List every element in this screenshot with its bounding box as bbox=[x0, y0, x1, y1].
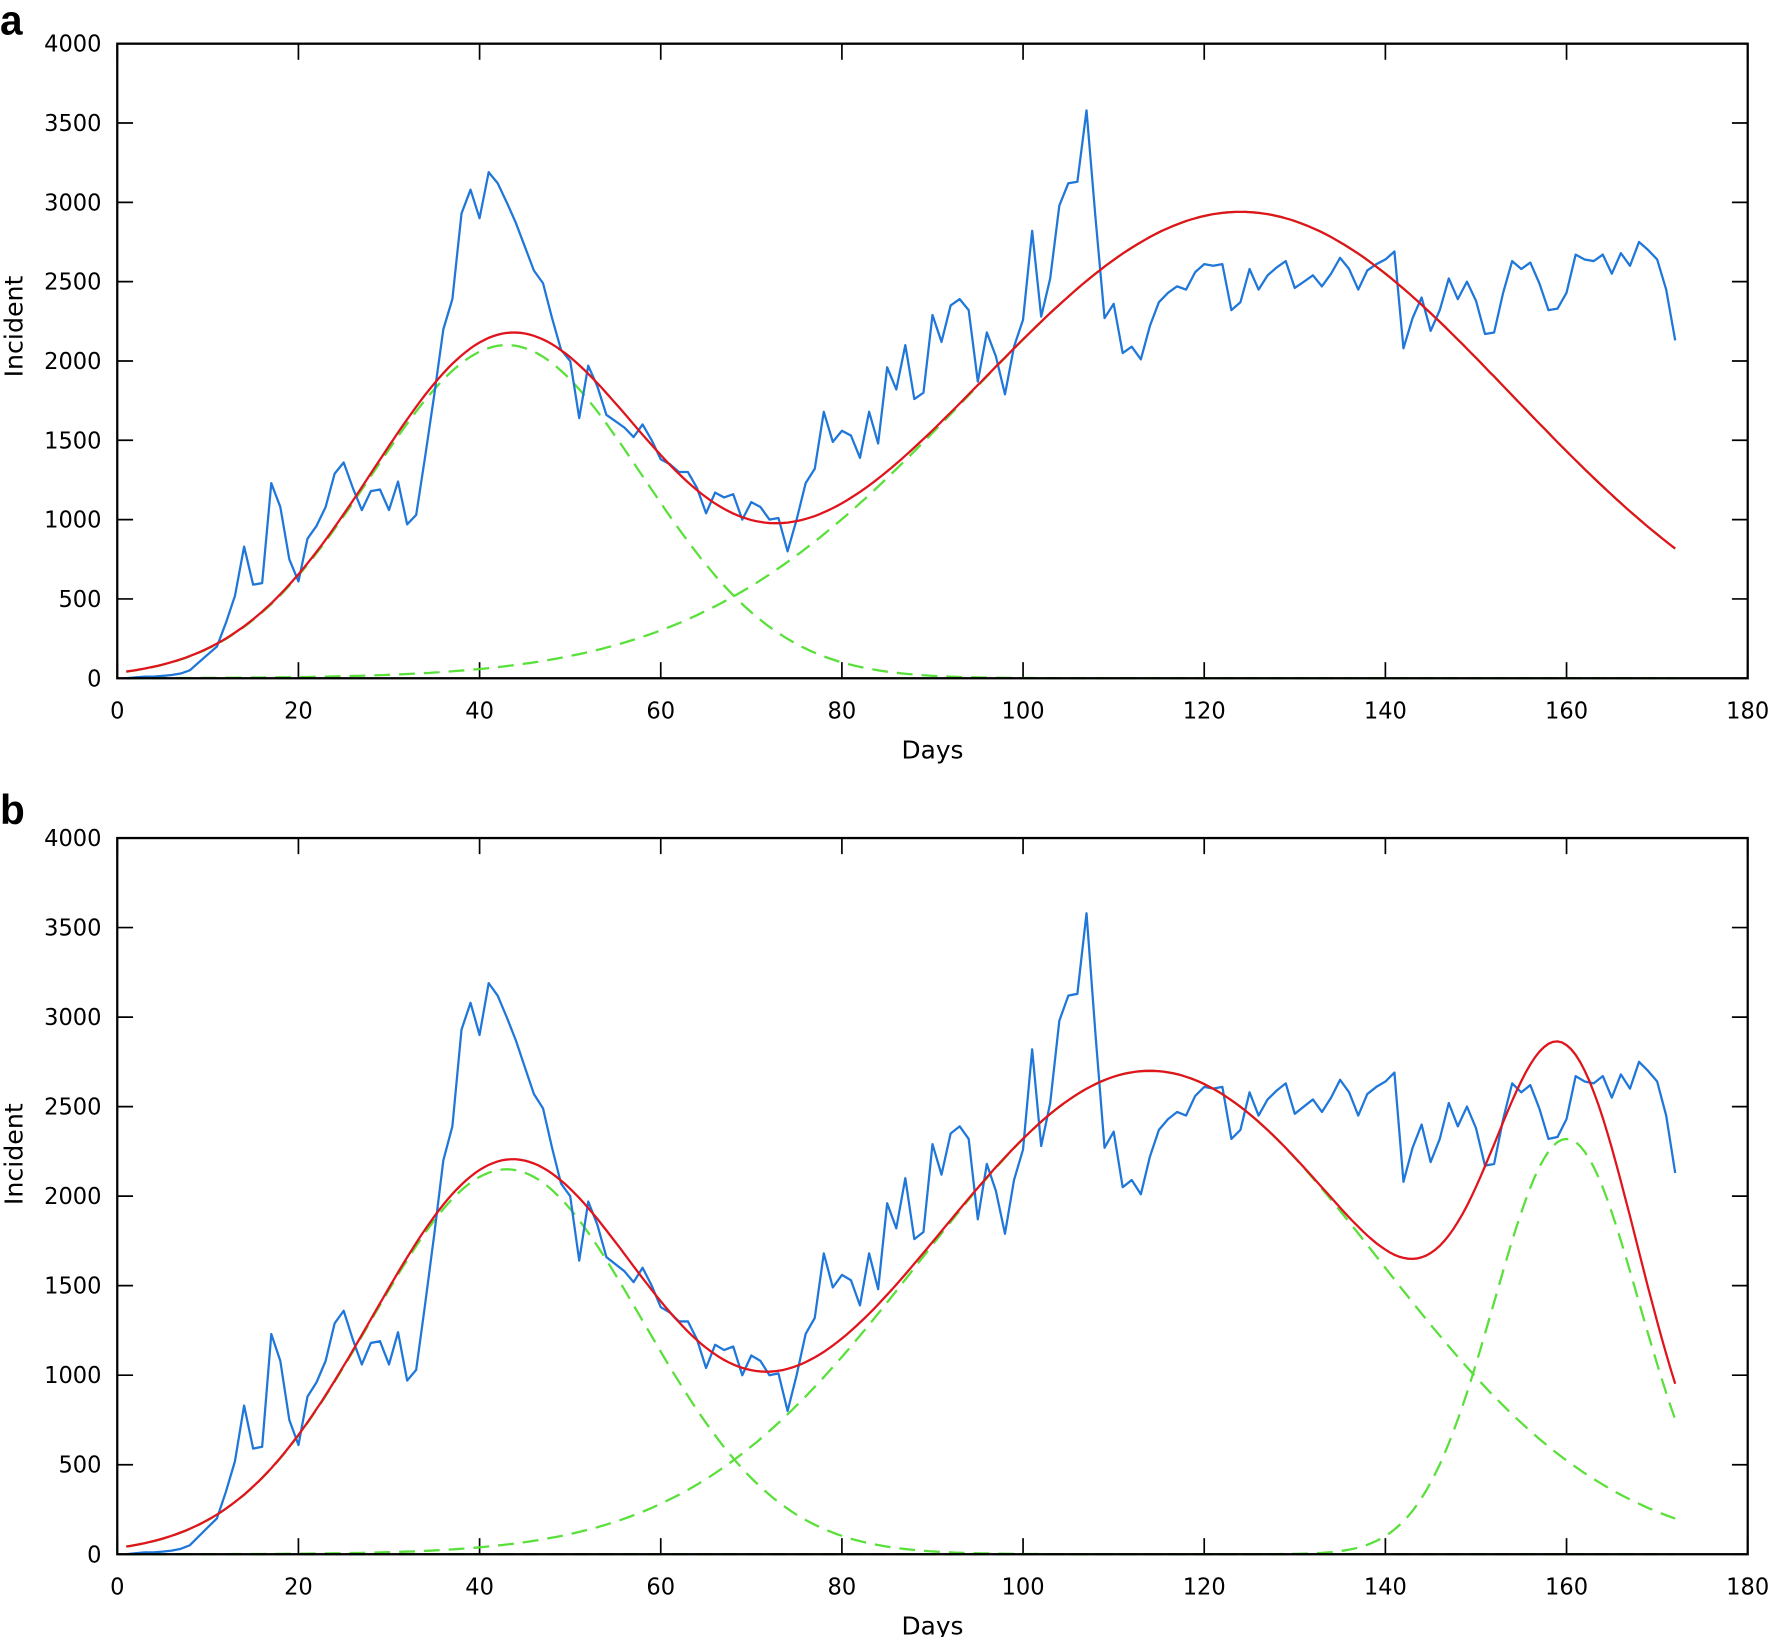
y-axis-title-b: Incident bbox=[0, 1103, 28, 1205]
y-tick-label: 2500 bbox=[44, 270, 101, 296]
y-tick-label: 3000 bbox=[44, 190, 101, 216]
x-axis-title-a: Days bbox=[902, 736, 964, 765]
x-tick-label: 160 bbox=[1545, 698, 1588, 724]
x-tick-label: 120 bbox=[1183, 698, 1226, 724]
x-tick-label: 100 bbox=[1002, 698, 1045, 724]
x-tick-label: 180 bbox=[1726, 1574, 1768, 1600]
chart-panel-a: Days Incident 0 20 40 60 80 100 120 140 160 180 0 5… bbox=[0, 32, 1768, 765]
x-tick-label: 100 bbox=[1002, 1574, 1045, 1600]
y-tick-label: 500 bbox=[58, 587, 101, 613]
x-tick-label: 140 bbox=[1364, 1574, 1407, 1600]
x-tick-label: 40 bbox=[465, 698, 494, 724]
observed-incident-line bbox=[126, 912, 1677, 1556]
panel-label-a: a bbox=[0, 0, 24, 44]
y-tick-label: 500 bbox=[58, 1453, 101, 1479]
x-tick-label: 120 bbox=[1183, 1574, 1226, 1600]
y-tick-label: 2500 bbox=[44, 1094, 101, 1120]
x-axis-title-b: Days bbox=[902, 1611, 964, 1637]
plot-frame bbox=[116, 42, 1749, 680]
y-tick-label: 1000 bbox=[44, 1363, 101, 1389]
y-tick-label: 0 bbox=[87, 1542, 101, 1568]
x-tick-label: 0 bbox=[110, 1574, 124, 1600]
x-tick-label: 40 bbox=[465, 1574, 494, 1600]
x-tick-label: 80 bbox=[828, 698, 857, 724]
y-tick-label: 2000 bbox=[44, 349, 101, 375]
y-tick-label: 4000 bbox=[44, 826, 101, 852]
fit-component-2-line bbox=[126, 210, 1676, 680]
y-tick-label: 4000 bbox=[44, 32, 101, 58]
panel-label-c: c bbox=[0, 1630, 23, 1637]
x-tick-label: 20 bbox=[284, 1574, 313, 1600]
panel-label-b: b bbox=[0, 787, 25, 833]
fit-component-2-line bbox=[126, 1069, 1676, 1556]
y-tick-label: 3500 bbox=[44, 111, 101, 137]
observed-incident-line bbox=[126, 109, 1677, 680]
x-tick-label: 0 bbox=[110, 698, 124, 724]
y-tick-label: 0 bbox=[87, 666, 101, 692]
x-tick-label: 80 bbox=[828, 1574, 857, 1600]
fit-component-1-line bbox=[126, 1168, 1676, 1556]
x-tick-label: 180 bbox=[1726, 698, 1768, 724]
x-tick-label: 160 bbox=[1545, 1574, 1588, 1600]
y-tick-label: 1500 bbox=[44, 428, 101, 454]
x-tick-label: 20 bbox=[284, 698, 313, 724]
plot-frame bbox=[116, 836, 1749, 1556]
y-tick-label: 1500 bbox=[44, 1274, 101, 1300]
x-tick-label: 60 bbox=[646, 698, 675, 724]
y-tick-label: 3500 bbox=[44, 915, 101, 941]
y-tick-label: 2000 bbox=[44, 1184, 101, 1210]
x-tick-label: 140 bbox=[1364, 698, 1407, 724]
y-tick-label: 3000 bbox=[44, 1005, 101, 1031]
fit-component-1-line bbox=[126, 343, 1676, 680]
chart-panel-b: Days Incident 0 20 40 60 80 100 120 140 160 180 0 5… bbox=[0, 826, 1768, 1637]
x-tick-label: 60 bbox=[646, 1574, 675, 1600]
fit-total-line bbox=[126, 210, 1676, 673]
y-axis-title-a: Incident bbox=[0, 275, 28, 377]
y-tick-label: 1000 bbox=[44, 507, 101, 533]
fit-total-line bbox=[126, 1040, 1677, 1548]
